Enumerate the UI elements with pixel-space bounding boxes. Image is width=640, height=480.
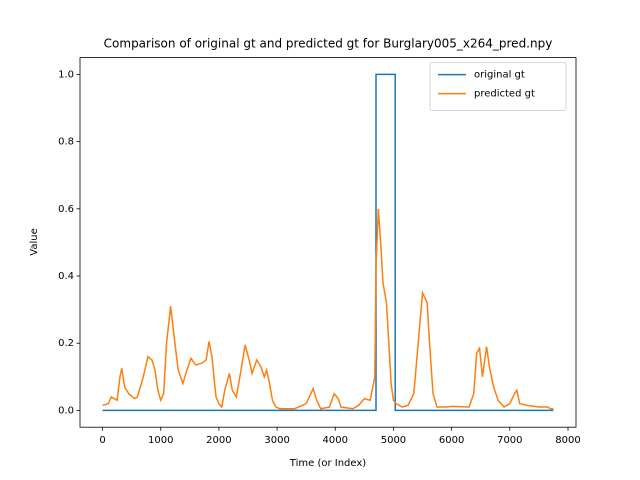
y-tick-label: 0.0 bbox=[58, 405, 74, 416]
x-tick-label: 1000 bbox=[148, 435, 173, 446]
data-line bbox=[102, 73, 554, 412]
x-tick-label: 5000 bbox=[381, 435, 406, 446]
legend-label: predicted gt bbox=[474, 89, 535, 100]
x-tick-label: 6000 bbox=[439, 435, 464, 446]
plot-frame bbox=[79, 57, 577, 428]
x-tick-label: 7000 bbox=[497, 435, 522, 446]
y-axis-label: Value bbox=[29, 228, 40, 255]
y-tick-label: 0.4 bbox=[58, 271, 74, 282]
x-tick-label: 2000 bbox=[206, 435, 231, 446]
legend-label: original gt bbox=[474, 70, 525, 81]
x-tick-label: 4000 bbox=[323, 435, 348, 446]
x-tick-label: 3000 bbox=[264, 435, 289, 446]
data-line bbox=[102, 208, 554, 410]
x-tick-label: 0 bbox=[99, 435, 105, 446]
chart-title: Comparison of original gt and predicted … bbox=[104, 37, 553, 51]
y-tick-label: 1.0 bbox=[58, 69, 74, 80]
x-tick-label: 8000 bbox=[555, 435, 580, 446]
y-tick-label: 0.2 bbox=[58, 338, 74, 349]
y-tick-label: 0.8 bbox=[58, 137, 74, 148]
y-tick-label: 0.6 bbox=[58, 204, 74, 215]
legend: original gt predicted gt bbox=[429, 62, 567, 111]
x-axis-label: Time (or Index) bbox=[289, 458, 366, 469]
